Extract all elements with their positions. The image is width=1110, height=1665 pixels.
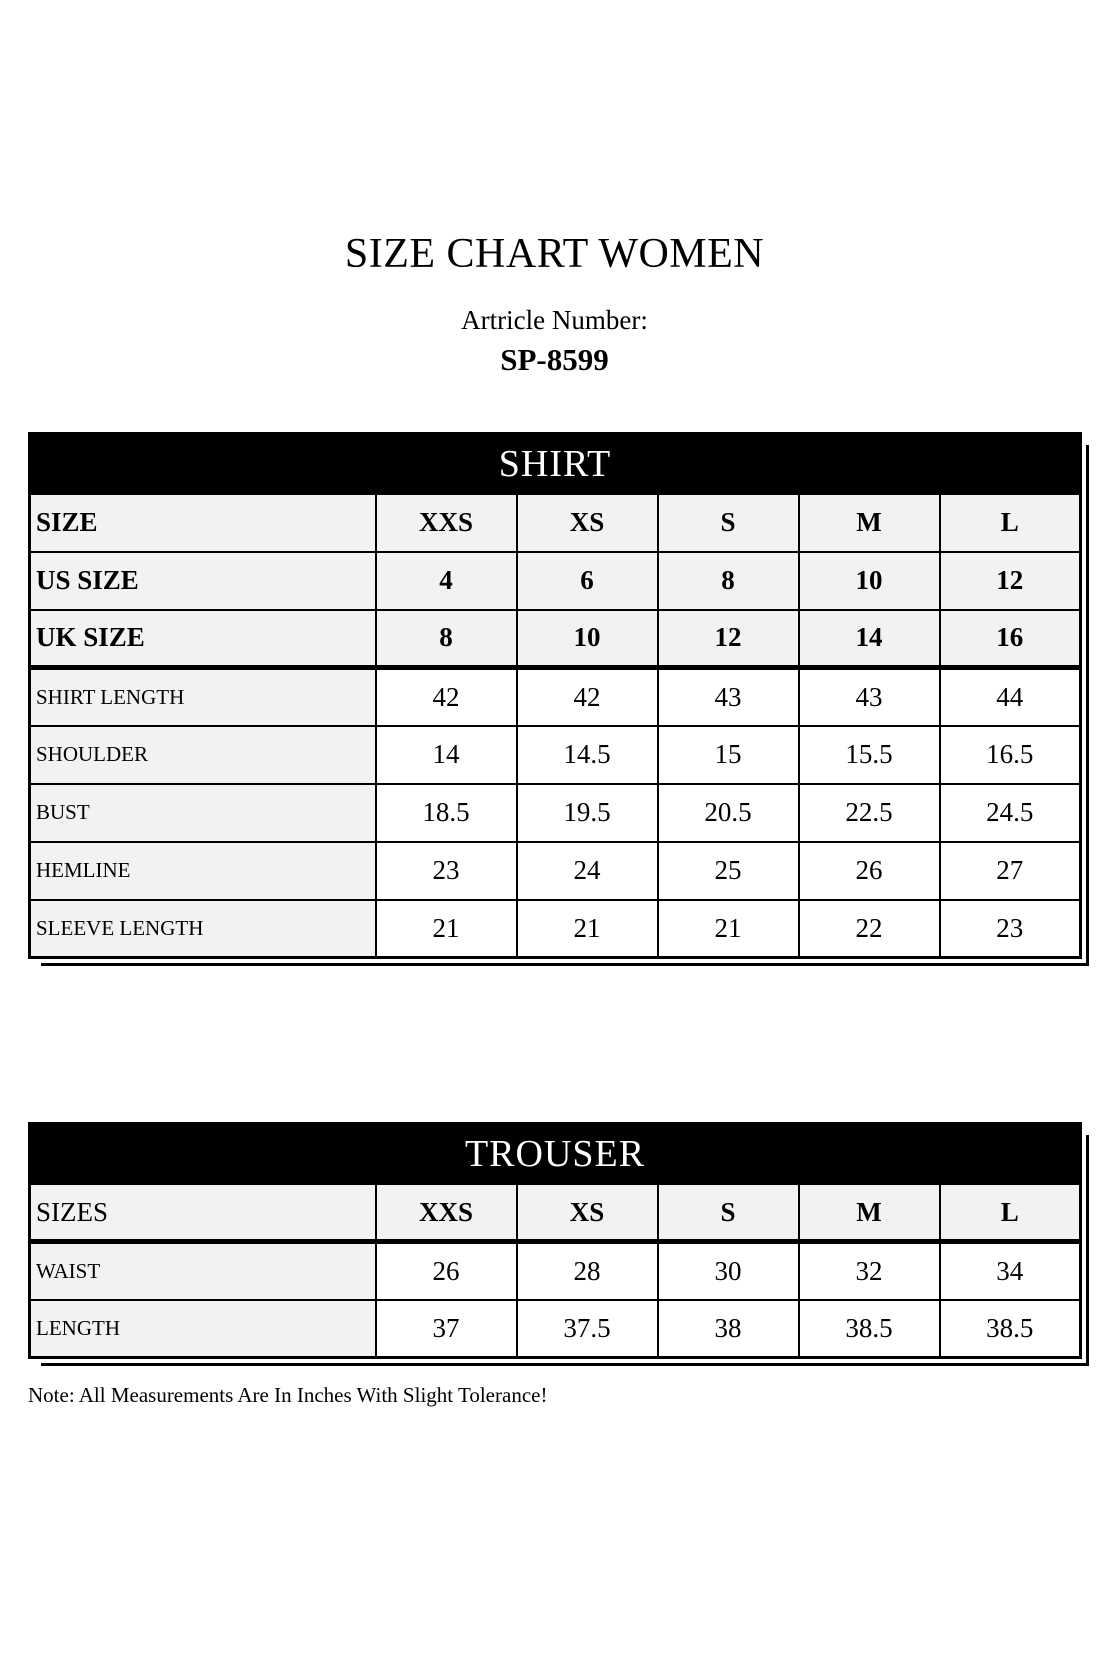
size-cell: XS	[515, 492, 659, 553]
page-content: SIZE CHART WOMEN Artricle Number: SP-859…	[27, 0, 1083, 1408]
size-cell: M	[797, 492, 941, 553]
table-row: HEMLINE 23 24 25 26 27	[28, 840, 1082, 901]
size-cell: 16	[938, 608, 1082, 671]
size-cell: XXS	[374, 492, 518, 553]
row-label: SLEEVE LENGTH	[28, 898, 377, 959]
measure-cell: 25	[656, 840, 800, 901]
measure-cell: 37	[374, 1298, 518, 1359]
measure-cell: 27	[938, 840, 1082, 901]
measure-cell: 37.5	[515, 1298, 659, 1359]
row-label: SHIRT LENGTH	[28, 666, 377, 727]
measure-cell: 32	[797, 1240, 941, 1301]
size-cell: 10	[515, 608, 659, 671]
page-title: SIZE CHART WOMEN	[344, 231, 765, 277]
trouser-table-title: TROUSER	[27, 1122, 1083, 1186]
measure-cell: 43	[797, 666, 941, 727]
table-title-row: TROUSER	[27, 1122, 1083, 1186]
measure-cell: 38	[656, 1298, 800, 1359]
measure-cell: 16.5	[938, 724, 1082, 785]
table-row: WAIST 26 28 30 32 34	[28, 1240, 1082, 1301]
row-label: SHOULDER	[28, 724, 377, 785]
measure-cell: 42	[374, 666, 518, 727]
size-cell: 12	[938, 550, 1082, 611]
measure-cell: 15.5	[797, 724, 941, 785]
size-cell: 8	[656, 550, 800, 611]
size-cell: S	[656, 1182, 800, 1245]
measure-cell: 38.5	[797, 1298, 941, 1359]
size-cell: 14	[797, 608, 941, 671]
table-title-row: SHIRT	[27, 432, 1083, 496]
measure-cell: 42	[515, 666, 659, 727]
table-row: SHIRT LENGTH 42 42 43 43 44	[28, 666, 1082, 727]
trouser-size-table: TROUSER SIZES XXS XS S M L WAIST 26 28 3…	[27, 1122, 1083, 1360]
table-row: UK SIZE 8 10 12 14 16	[28, 608, 1082, 671]
measure-cell: 26	[374, 1240, 518, 1301]
row-label: UK SIZE	[28, 608, 377, 671]
measure-cell: 26	[797, 840, 941, 901]
measure-cell: 24	[515, 840, 659, 901]
measure-cell: 23	[374, 840, 518, 901]
size-cell: 8	[374, 608, 518, 671]
measure-cell: 19.5	[515, 782, 659, 843]
table-row: SIZE XXS XS S M L	[28, 492, 1082, 553]
size-cell: L	[938, 492, 1082, 553]
measure-cell: 23	[938, 898, 1082, 959]
table-row: LENGTH 37 37.5 38 38.5 38.5	[28, 1298, 1082, 1359]
size-cell: 6	[515, 550, 659, 611]
measure-cell: 24.5	[938, 782, 1082, 843]
measure-cell: 14.5	[515, 724, 659, 785]
table-row: BUST 18.5 19.5 20.5 22.5 24.5	[28, 782, 1082, 843]
measure-cell: 21	[515, 898, 659, 959]
article-number: SP-8599	[500, 341, 609, 377]
row-label: BUST	[28, 782, 377, 843]
row-label: WAIST	[28, 1240, 377, 1301]
measure-cell: 34	[938, 1240, 1082, 1301]
size-cell: XS	[515, 1182, 659, 1245]
shirt-size-table: SHIRT SIZE XXS XS S M L US SIZE 4 6 8 10…	[27, 432, 1083, 960]
row-label: SIZES	[28, 1182, 377, 1245]
size-cell: M	[797, 1182, 941, 1245]
measure-cell: 28	[515, 1240, 659, 1301]
size-cell: 10	[797, 550, 941, 611]
size-cell: S	[656, 492, 800, 553]
measure-cell: 22	[797, 898, 941, 959]
row-label: HEMLINE	[28, 840, 377, 901]
measure-cell: 44	[938, 666, 1082, 727]
table-row: US SIZE 4 6 8 10 12	[28, 550, 1082, 611]
size-cell: L	[938, 1182, 1082, 1245]
measure-cell: 21	[656, 898, 800, 959]
size-cell: 12	[656, 608, 800, 671]
measure-cell: 18.5	[374, 782, 518, 843]
size-cell: 4	[374, 550, 518, 611]
measure-cell: 14	[374, 724, 518, 785]
measure-cell: 20.5	[656, 782, 800, 843]
shirt-table-title: SHIRT	[27, 432, 1083, 496]
measure-cell: 21	[374, 898, 518, 959]
article-number-label: Artricle Number:	[461, 305, 648, 336]
table-row: SLEEVE LENGTH 21 21 21 22 23	[28, 898, 1082, 959]
measure-cell: 15	[656, 724, 800, 785]
table-row: SHOULDER 14 14.5 15 15.5 16.5	[28, 724, 1082, 785]
measure-cell: 38.5	[938, 1298, 1082, 1359]
measure-cell: 43	[656, 666, 800, 727]
row-label: SIZE	[28, 492, 377, 553]
measure-cell: 30	[656, 1240, 800, 1301]
measurement-note: Note: All Measurements Are In Inches Wit…	[28, 1383, 548, 1408]
size-cell: XXS	[374, 1182, 518, 1245]
row-label: LENGTH	[28, 1298, 377, 1359]
table-row: SIZES XXS XS S M L	[28, 1182, 1082, 1245]
row-label: US SIZE	[28, 550, 377, 611]
header-block: SIZE CHART WOMEN Artricle Number: SP-859…	[28, 230, 1081, 377]
measure-cell: 22.5	[797, 782, 941, 843]
